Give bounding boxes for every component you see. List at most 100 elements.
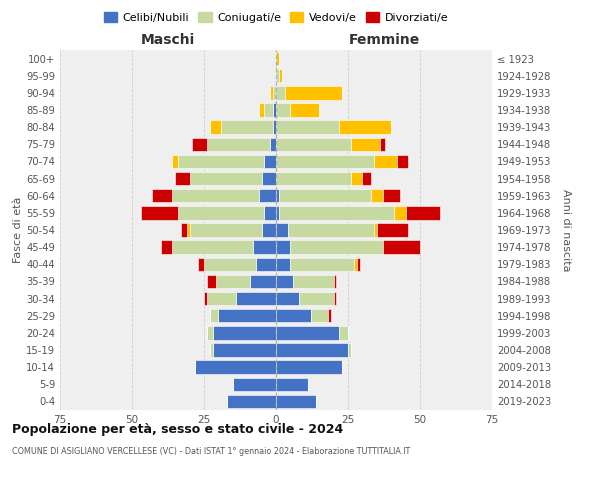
Bar xyxy=(262,172,276,186)
Y-axis label: Anni di nascita: Anni di nascita xyxy=(561,188,571,271)
Text: Femmine: Femmine xyxy=(349,32,419,46)
Bar xyxy=(279,189,371,202)
Bar xyxy=(356,258,359,271)
Bar xyxy=(276,224,287,236)
Bar xyxy=(190,224,262,236)
Bar xyxy=(276,394,316,408)
Bar xyxy=(276,258,290,271)
Bar xyxy=(262,224,276,236)
Bar xyxy=(371,189,383,202)
Bar xyxy=(181,224,187,236)
Bar xyxy=(236,292,276,306)
Bar xyxy=(265,154,276,168)
Bar xyxy=(284,86,342,100)
Bar xyxy=(196,360,276,374)
Bar xyxy=(374,154,397,168)
Bar xyxy=(276,378,308,391)
Bar xyxy=(397,154,409,168)
Bar xyxy=(218,309,276,322)
Bar xyxy=(362,172,371,186)
Bar xyxy=(276,292,299,306)
Bar xyxy=(394,206,406,220)
Bar xyxy=(383,189,400,202)
Bar xyxy=(276,69,279,82)
Bar xyxy=(276,120,340,134)
Bar xyxy=(172,154,178,168)
Bar xyxy=(276,172,351,186)
Bar xyxy=(233,378,276,391)
Bar xyxy=(270,138,276,151)
Bar xyxy=(175,172,190,186)
Bar xyxy=(351,172,362,186)
Bar xyxy=(204,258,256,271)
Bar xyxy=(172,240,253,254)
Bar xyxy=(354,258,356,271)
Bar xyxy=(210,309,218,322)
Bar xyxy=(276,189,279,202)
Bar xyxy=(178,206,265,220)
Bar xyxy=(279,206,394,220)
Bar xyxy=(178,154,265,168)
Bar xyxy=(190,172,262,186)
Bar xyxy=(276,86,284,100)
Bar xyxy=(227,394,276,408)
Bar xyxy=(380,138,385,151)
Bar xyxy=(383,240,420,254)
Y-axis label: Fasce di età: Fasce di età xyxy=(13,197,23,263)
Bar xyxy=(273,104,276,117)
Bar xyxy=(140,206,178,220)
Bar xyxy=(276,52,279,66)
Bar xyxy=(270,86,273,100)
Bar xyxy=(276,138,351,151)
Bar xyxy=(290,240,383,254)
Bar xyxy=(221,120,273,134)
Bar xyxy=(299,292,334,306)
Legend: Celibi/Nubili, Coniugati/e, Vedovi/e, Divorziati/e: Celibi/Nubili, Coniugati/e, Vedovi/e, Di… xyxy=(100,8,452,28)
Bar xyxy=(311,309,328,322)
Bar xyxy=(276,274,293,288)
Bar xyxy=(334,292,337,306)
Text: Popolazione per età, sesso e stato civile - 2024: Popolazione per età, sesso e stato civil… xyxy=(12,422,343,436)
Bar xyxy=(279,69,282,82)
Bar xyxy=(207,274,215,288)
Bar xyxy=(265,206,276,220)
Bar xyxy=(276,344,348,356)
Bar xyxy=(290,258,354,271)
Bar xyxy=(334,274,337,288)
Bar xyxy=(210,344,212,356)
Bar xyxy=(287,224,374,236)
Bar xyxy=(152,189,172,202)
Bar xyxy=(198,258,204,271)
Bar xyxy=(161,240,172,254)
Bar xyxy=(340,326,348,340)
Bar xyxy=(215,274,250,288)
Bar xyxy=(265,104,273,117)
Text: COMUNE DI ASIGLIANO VERCELLESE (VC) - Dati ISTAT 1° gennaio 2024 - Elaborazione : COMUNE DI ASIGLIANO VERCELLESE (VC) - Da… xyxy=(12,448,410,456)
Bar xyxy=(293,274,334,288)
Bar xyxy=(273,86,276,100)
Bar xyxy=(207,326,212,340)
Bar xyxy=(348,344,351,356)
Bar xyxy=(340,120,391,134)
Bar xyxy=(250,274,276,288)
Bar xyxy=(212,326,276,340)
Bar xyxy=(259,104,265,117)
Bar xyxy=(172,189,259,202)
Bar xyxy=(256,258,276,271)
Bar xyxy=(212,344,276,356)
Bar xyxy=(374,224,377,236)
Text: Maschi: Maschi xyxy=(141,32,195,46)
Bar xyxy=(276,240,290,254)
Bar xyxy=(259,189,276,202)
Bar xyxy=(207,292,236,306)
Bar xyxy=(328,309,331,322)
Bar xyxy=(253,240,276,254)
Bar xyxy=(207,138,270,151)
Bar xyxy=(204,292,207,306)
Bar xyxy=(406,206,440,220)
Bar xyxy=(276,326,340,340)
Bar xyxy=(276,104,290,117)
Bar xyxy=(290,104,319,117)
Bar xyxy=(351,138,380,151)
Bar xyxy=(210,120,221,134)
